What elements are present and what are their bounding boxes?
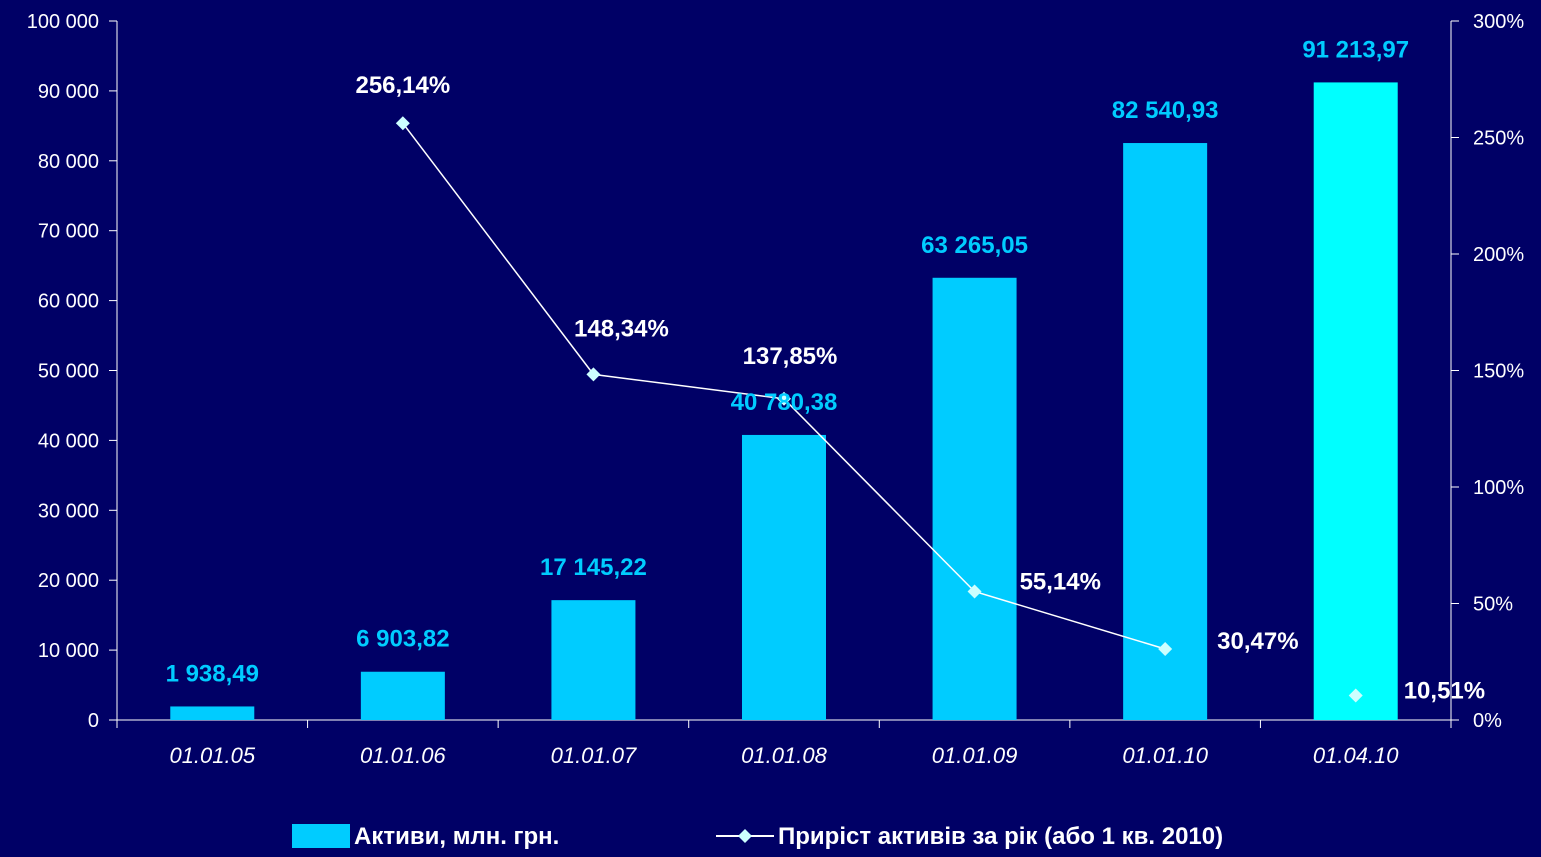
bar: [360, 671, 445, 720]
growth-line-layer: [395, 116, 1363, 703]
axes: 0 10 000 20 000 30 000 40 000 50 000 60 000 70 …: [27, 11, 1525, 768]
bar-value-label: 63 265,05: [921, 232, 1028, 259]
x-tick-label: 01.04.10: [1313, 743, 1399, 768]
legend-diamond-icon: [738, 829, 752, 843]
left-tick-label: 40 000: [38, 430, 99, 452]
legend-bar-label: Активи, млн. грн.: [354, 823, 559, 850]
right-tick-label: 100%: [1473, 477, 1524, 499]
growth-value-label: 10,51%: [1404, 678, 1485, 705]
right-tick-label: 300%: [1473, 11, 1524, 33]
left-tick-label: 60 000: [38, 291, 99, 313]
growth-marker: [395, 116, 410, 131]
right-tick-label: 50%: [1473, 594, 1513, 616]
left-tick-label: 80 000: [38, 151, 99, 173]
growth-value-label: 148,34%: [574, 315, 669, 342]
right-tick-label: 250%: [1473, 128, 1524, 150]
data-labels: 1 938,49 6 903,82 17 145,22 40 780,38 63 265…: [166, 36, 1486, 704]
bar-value-label: 82 540,93: [1112, 97, 1219, 124]
left-tick-label: 100 000: [27, 11, 99, 33]
right-tick-label: 0%: [1473, 710, 1502, 732]
bar-value-label: 91 213,97: [1302, 36, 1409, 63]
bar-value-label: 40 780,38: [731, 389, 838, 416]
left-tick-label: 0: [88, 710, 99, 732]
growth-value-label: 137,85%: [743, 343, 838, 370]
left-tick-label: 90 000: [38, 81, 99, 103]
growth-value-label: 55,14%: [1020, 569, 1101, 596]
left-tick-label: 50 000: [38, 361, 99, 383]
x-tick-label: 01.01.10: [1122, 743, 1208, 768]
bar-value-label: 6 903,82: [356, 626, 449, 653]
bar: [170, 706, 255, 720]
growth-marker: [586, 367, 601, 382]
bar: [551, 600, 636, 720]
bar: [932, 277, 1017, 720]
x-tick-label: 01.01.09: [932, 743, 1018, 768]
left-tick-label: 20 000: [38, 570, 99, 592]
left-tick-label: 10 000: [38, 640, 99, 662]
legend-bar-swatch: [292, 824, 350, 848]
growth-value-label: 256,14%: [355, 72, 450, 99]
x-tick-label: 01.01.05: [169, 743, 255, 768]
bars: [170, 82, 1398, 721]
bar-value-label: 17 145,22: [540, 554, 647, 581]
left-tick-label: 30 000: [38, 500, 99, 522]
bar: [1313, 82, 1398, 720]
growth-marker: [1158, 642, 1173, 657]
growth-marker: [967, 584, 982, 599]
growth-value-label: 30,47%: [1217, 628, 1298, 655]
right-tick-label: 150%: [1473, 361, 1524, 383]
x-tick-label: 01.01.07: [551, 743, 637, 768]
left-tick-label: 70 000: [38, 221, 99, 243]
x-tick-label: 01.01.08: [741, 743, 827, 768]
right-tick-label: 200%: [1473, 244, 1524, 266]
growth-marker: [1348, 688, 1363, 703]
x-tick-label: 01.01.06: [360, 743, 446, 768]
bar: [1123, 143, 1208, 721]
bar-value-label: 1 938,49: [166, 660, 259, 687]
growth-marker: [777, 391, 791, 406]
bar: [742, 434, 826, 720]
legend-line-label: Приріст активів за рік (або 1 кв. 2010): [778, 823, 1223, 850]
legend: Активи, млн. грн. Приріст активів за рік…: [292, 823, 1223, 850]
